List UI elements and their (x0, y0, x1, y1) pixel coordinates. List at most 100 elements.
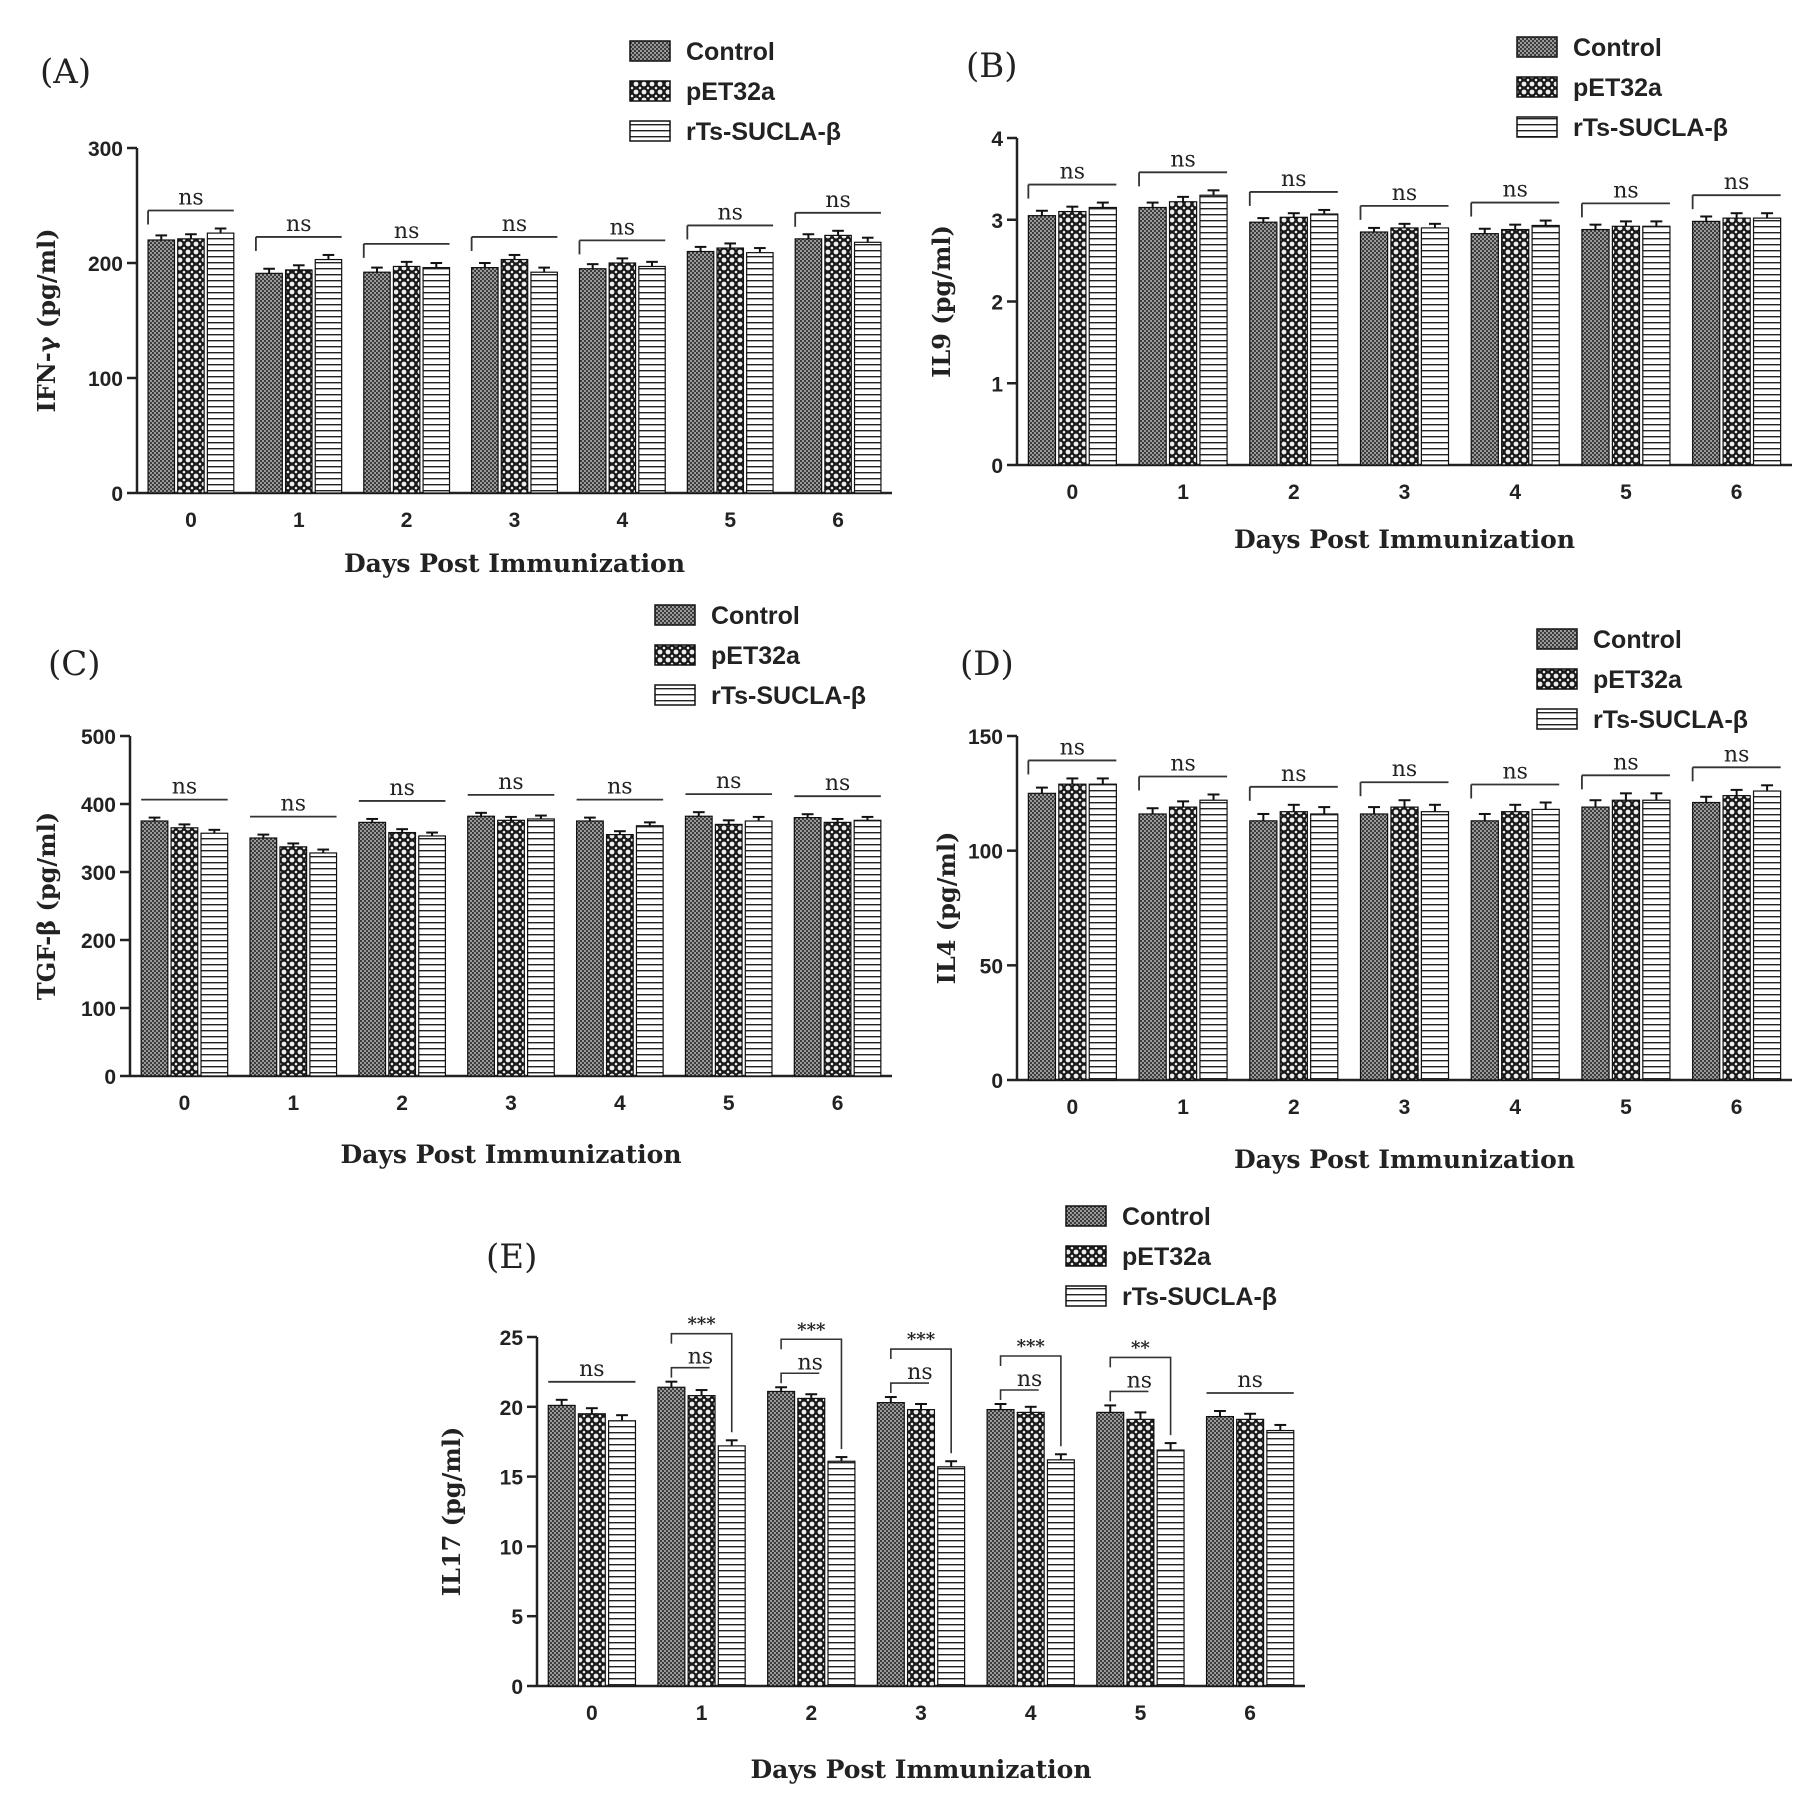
bar-rTs-SUCLA-β (1642, 799, 1671, 1081)
bar-Control (1359, 813, 1389, 1081)
legend-label: Control (1593, 626, 1682, 654)
significance-bracket (999, 1389, 1039, 1401)
significance-bracket (999, 1355, 1062, 1447)
x-tick-label: 5 (1135, 1702, 1147, 1725)
bar-rTs-SUCLA-β (1531, 224, 1560, 466)
bar-pET32a (687, 1395, 716, 1687)
legend-label: pET32a (686, 78, 776, 106)
legend-swatch (654, 644, 696, 666)
bar-Control (1138, 206, 1167, 466)
bar-pET32a (1279, 811, 1308, 1081)
ns-label: ns (1502, 178, 1527, 203)
y-tick-label: 100 (81, 998, 116, 1021)
ns-label: ns (1392, 181, 1417, 206)
y-axis-label: IL4 (pg/ml) (932, 832, 961, 985)
x-tick-label: 2 (401, 509, 413, 532)
panel-label: (C) (48, 644, 101, 684)
bar-Control (657, 1386, 686, 1687)
bar-pET32a (1058, 210, 1087, 466)
ns-label: ns (907, 1360, 932, 1385)
bar-rTs-SUCLA-β (827, 1460, 856, 1687)
bar-rTs-SUCLA-β (527, 818, 555, 1077)
legend-label: Control (711, 602, 800, 630)
legend-label: rTs-SUCLA-β (711, 682, 866, 710)
ns-label: ns (1724, 170, 1749, 195)
ns-label: ns (1613, 178, 1638, 203)
bar-pET32a (1236, 1418, 1265, 1687)
y-tick-label: 15 (500, 1467, 524, 1490)
bar-rTs-SUCLA-β (1420, 811, 1450, 1081)
bar-pET32a (1168, 201, 1198, 466)
legend-swatch (654, 684, 696, 706)
bar-Control (578, 268, 607, 494)
bar-rTs-SUCLA-β (1266, 1429, 1295, 1687)
significance-bracket (1109, 1390, 1149, 1402)
y-tick-label: 100 (88, 368, 123, 391)
ns-label: ns (610, 215, 635, 240)
x-tick-label: 0 (185, 509, 197, 532)
legend-label: Control (1122, 1203, 1211, 1231)
ns-label: ns (1392, 757, 1417, 782)
x-tick-label: 5 (724, 509, 736, 532)
x-tick-label: 6 (1731, 481, 1743, 504)
ns-label: ns (717, 200, 742, 225)
bar-Control (147, 239, 176, 494)
legend-swatch (1065, 1205, 1107, 1227)
bar-rTs-SUCLA-β (937, 1466, 966, 1687)
ns-label: ns (286, 212, 311, 237)
bar-rTs-SUCLA-β (638, 265, 666, 494)
legend: Control pET32a rTs-SUCLA-β (629, 38, 841, 146)
bar-pET32a (1390, 227, 1419, 466)
x-tick-label: 5 (1620, 1096, 1632, 1119)
x-tick-label: 6 (832, 1092, 844, 1115)
legend-label: pET32a (1573, 74, 1663, 102)
x-tick-label: 4 (617, 509, 629, 532)
x-axis-label: Days Post Immunization (1234, 525, 1575, 554)
bar-Control (471, 267, 499, 494)
bar-pET32a (1611, 225, 1641, 466)
bar-rTs-SUCLA-β (1310, 813, 1339, 1081)
y-tick-label: 25 (500, 1327, 524, 1350)
x-tick-label: 2 (396, 1092, 408, 1115)
ns-label: ns (797, 1350, 822, 1375)
bar-Control (140, 820, 169, 1077)
x-tick-label: 4 (1025, 1702, 1037, 1725)
bar-Control (1581, 228, 1610, 466)
ns-label: ns (1237, 1368, 1262, 1393)
ns-label: ns (1281, 762, 1306, 787)
ns-label: ns (825, 188, 850, 213)
ns-label: ns (1613, 750, 1638, 775)
ns-label: ns (1060, 735, 1085, 760)
bar-rTs-SUCLA-β (635, 825, 664, 1077)
bar-rTs-SUCLA-β (418, 835, 447, 1077)
y-tick-label: 5 (511, 1606, 523, 1629)
bar-rTs-SUCLA-β (744, 820, 773, 1077)
y-tick-label: 1 (991, 373, 1003, 396)
ns-label: ns (178, 186, 203, 211)
bar-rTs-SUCLA-β (1752, 217, 1782, 466)
bar-rTs-SUCLA-β (1156, 1449, 1185, 1687)
bar-rTs-SUCLA-β (206, 232, 235, 494)
y-tick-label: 400 (81, 794, 116, 817)
legend-label: rTs-SUCLA-β (686, 118, 841, 146)
bar-pET32a (577, 1413, 606, 1687)
x-tick-label: 1 (696, 1702, 708, 1725)
bar-Control (1249, 820, 1278, 1081)
significance-bracket (780, 1338, 843, 1450)
x-tick-label: 3 (509, 509, 521, 532)
y-tick-label: 150 (968, 726, 1003, 749)
y-tick-label: 3 (991, 210, 1003, 233)
bar-Control (363, 271, 391, 494)
bar-pET32a (1279, 216, 1308, 466)
bar-pET32a (497, 819, 525, 1077)
ns-label: ns (389, 776, 414, 801)
bar-Control (1205, 1415, 1235, 1687)
bar-pET32a (279, 846, 308, 1077)
bar-rTs-SUCLA-β (200, 832, 229, 1077)
bar-Control (358, 821, 387, 1077)
x-tick-label: 1 (1177, 481, 1189, 504)
bar-rTs-SUCLA-β (607, 1420, 637, 1687)
x-tick-label: 2 (805, 1702, 817, 1725)
x-tick-label: 0 (1067, 1096, 1079, 1119)
